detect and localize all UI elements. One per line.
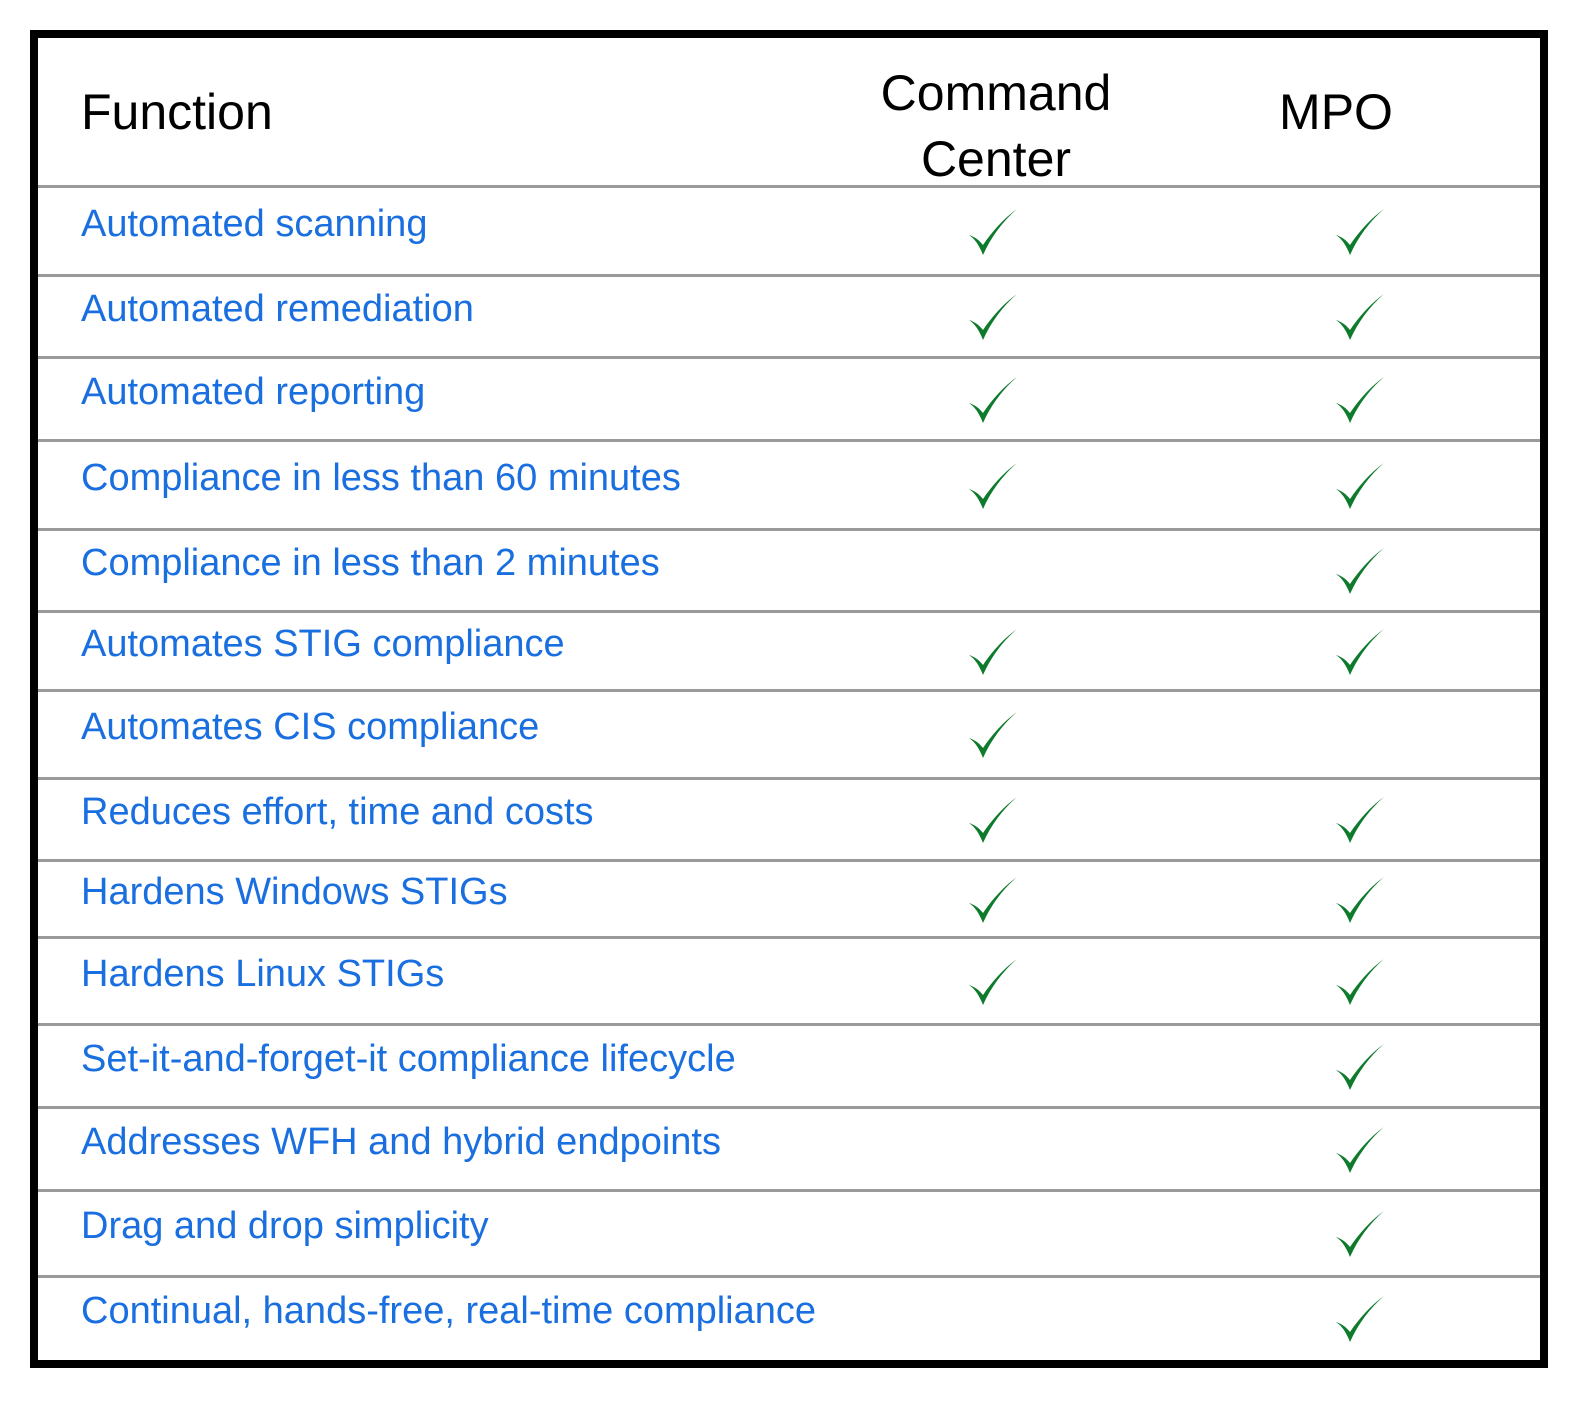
row-divider: [38, 689, 1540, 692]
check-mark: [969, 462, 1017, 509]
check-shape: [1336, 462, 1384, 509]
row-divider: [38, 1189, 1540, 1192]
function-label: Automated scanning: [81, 202, 428, 245]
row-divider: [38, 777, 1540, 780]
check-mark: [969, 208, 1017, 255]
check-mark: [1336, 462, 1384, 509]
check-mark: [969, 628, 1017, 675]
row-divider: [38, 1106, 1540, 1109]
row-divider: [38, 528, 1540, 531]
check-shape: [969, 294, 1017, 340]
row-divider: [38, 274, 1540, 277]
check-mark: [1336, 1211, 1384, 1257]
function-label: Drag and drop simplicity: [81, 1205, 489, 1247]
check-shape: [969, 712, 1017, 758]
comparison-table: Function Command Center MPO Automated sc…: [30, 30, 1548, 1368]
check-mark: [969, 797, 1017, 843]
row-divider: [38, 1275, 1540, 1278]
row-divider: [38, 439, 1540, 442]
check-mark: [1336, 628, 1384, 675]
function-label: Set-it-and-forget-it compliance lifecycl…: [81, 1037, 736, 1080]
function-label: Automates STIG compliance: [81, 622, 565, 665]
check-shape: [1336, 1211, 1384, 1257]
row-divider: [38, 610, 1540, 613]
check-shape: [1336, 1043, 1384, 1090]
check-shape: [1336, 628, 1384, 675]
check-shape: [1336, 376, 1384, 423]
check-shape: [1336, 548, 1384, 594]
check-mark: [969, 294, 1017, 340]
check-mark: [1336, 208, 1384, 255]
check-mark: [1336, 797, 1384, 843]
check-mark: [969, 958, 1017, 1005]
function-label: Compliance in less than 60 minutes: [81, 456, 681, 499]
function-label: Continual, hands-free, real-time complia…: [81, 1290, 817, 1332]
function-label: Automated remediation: [81, 288, 474, 330]
check-shape: [1336, 958, 1384, 1005]
check-shape: [969, 462, 1017, 509]
check-shape: [1336, 797, 1384, 843]
check-mark: [1336, 876, 1384, 923]
row-divider: [38, 356, 1540, 359]
check-mark: [1336, 548, 1384, 594]
check-mark: [969, 376, 1017, 423]
check-mark: [1336, 1296, 1384, 1342]
function-label: Automated reporting: [81, 370, 426, 413]
header-cell: Function: [81, 84, 273, 140]
check-mark: [969, 712, 1017, 758]
header-cell: Command Center: [880, 65, 1112, 187]
row-divider: [38, 936, 1540, 939]
check-shape: [1336, 294, 1384, 340]
function-label: Automates CIS compliance: [81, 706, 540, 748]
row-divider: [38, 859, 1540, 862]
check-shape: [969, 958, 1017, 1005]
row-divider: [38, 1023, 1540, 1026]
row-divider: [38, 185, 1540, 188]
check-mark: [1336, 376, 1384, 423]
function-label: Addresses WFH and hybrid endpoints: [81, 1120, 721, 1163]
function-label: Hardens Windows STIGs: [81, 870, 508, 913]
check-shape: [1336, 1296, 1384, 1342]
check-mark: [1336, 294, 1384, 340]
check-shape: [969, 876, 1017, 923]
check-shape: [1336, 876, 1384, 923]
check-mark: [1336, 1126, 1384, 1173]
function-label: Hardens Linux STIGs: [81, 952, 445, 995]
check-mark: [1336, 958, 1384, 1005]
check-shape: [969, 628, 1017, 675]
check-shape: [1336, 1126, 1384, 1173]
check-mark: [1336, 1043, 1384, 1090]
function-label: Reduces effort, time and costs: [81, 791, 594, 833]
check-shape: [1336, 208, 1384, 255]
header-cell: MPO: [1279, 84, 1393, 140]
check-shape: [969, 208, 1017, 255]
function-label: Compliance in less than 2 minutes: [81, 542, 660, 584]
check-shape: [969, 797, 1017, 843]
check-shape: [969, 376, 1017, 423]
check-mark: [969, 876, 1017, 923]
